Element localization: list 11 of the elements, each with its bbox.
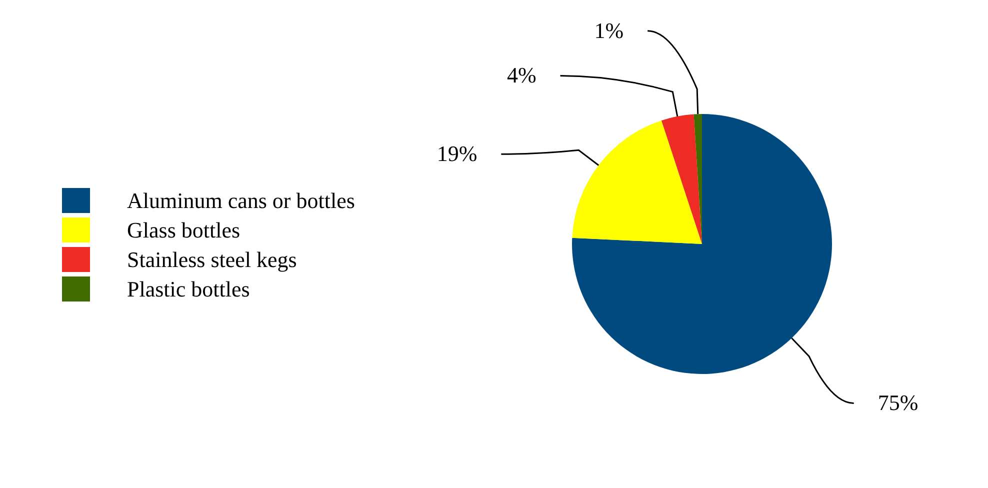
legend-label: Plastic bottles — [127, 276, 250, 302]
legend-label: Aluminum cans or bottles — [127, 188, 355, 213]
data-label: 75% — [878, 390, 918, 416]
pie-slice — [572, 114, 832, 374]
data-label: 19% — [436, 141, 478, 166]
pie-slice — [661, 114, 702, 244]
data-label: 1% — [594, 18, 624, 43]
data-label: 4% — [506, 62, 536, 88]
pie-slice — [572, 120, 702, 244]
legend-label: Glass bottles — [127, 218, 240, 242]
legend-label: Stainless steel kegs — [127, 247, 297, 272]
